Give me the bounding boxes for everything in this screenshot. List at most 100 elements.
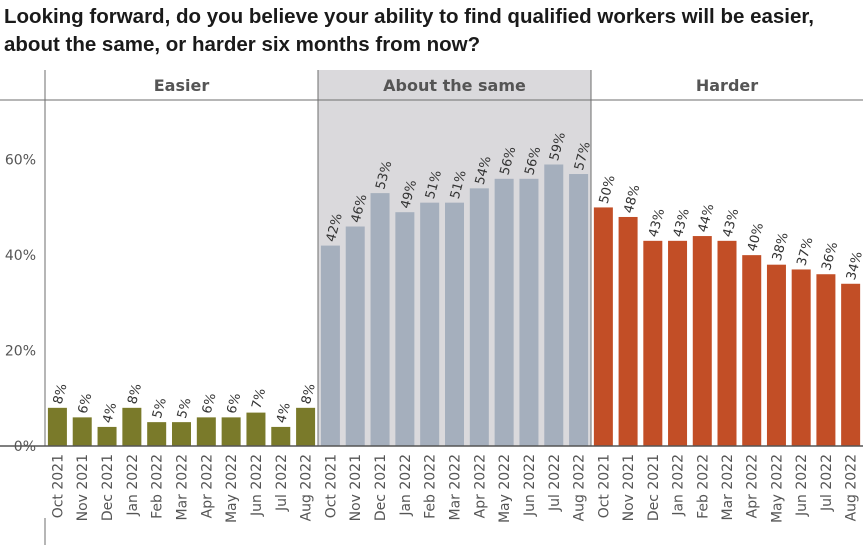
x-tick-label: Jul 2022 bbox=[547, 454, 563, 512]
data-label: 51% bbox=[423, 169, 445, 201]
bar bbox=[593, 207, 613, 446]
data-label: 42% bbox=[324, 212, 346, 244]
y-tick-label: 0% bbox=[14, 439, 36, 455]
x-tick-label: Mar 2022 bbox=[448, 454, 464, 521]
data-label: 49% bbox=[398, 178, 420, 210]
data-label: 50% bbox=[597, 174, 619, 206]
bar bbox=[296, 407, 316, 446]
bar bbox=[147, 422, 167, 446]
data-label: 53% bbox=[373, 159, 395, 191]
data-label: 37% bbox=[795, 236, 817, 268]
bar bbox=[742, 255, 762, 446]
x-tick-label: Jun 2022 bbox=[522, 454, 538, 517]
x-tick-label: Apr 2022 bbox=[199, 454, 215, 518]
data-label: 8% bbox=[51, 382, 71, 406]
bar bbox=[445, 202, 464, 446]
x-tick-label: Jan 2022 bbox=[671, 454, 687, 517]
x-tick-label: Jul 2022 bbox=[819, 454, 835, 512]
chart-title: Looking forward, do you believe your abi… bbox=[4, 5, 814, 56]
y-tick-label: 20% bbox=[5, 344, 36, 360]
x-tick-label: Dec 2021 bbox=[100, 454, 116, 521]
bar bbox=[420, 202, 440, 446]
data-label: 48% bbox=[621, 183, 643, 215]
x-tick-label: Oct 2021 bbox=[50, 454, 66, 518]
bar bbox=[544, 164, 564, 446]
x-tick-label: Jun 2022 bbox=[249, 454, 265, 517]
panel-header-label: About the same bbox=[383, 76, 526, 95]
data-label: 46% bbox=[349, 193, 371, 225]
bar bbox=[370, 193, 390, 446]
data-label: 6% bbox=[76, 392, 96, 416]
bar bbox=[122, 407, 142, 446]
bar bbox=[172, 422, 191, 446]
data-label: 38% bbox=[770, 231, 792, 263]
bar bbox=[469, 188, 489, 447]
x-tick-label: Jan 2022 bbox=[125, 454, 141, 517]
y-tick-label: 60% bbox=[5, 153, 36, 169]
data-label: 56% bbox=[522, 145, 544, 177]
bar bbox=[395, 212, 415, 446]
x-tick-label: May 2022 bbox=[497, 454, 513, 523]
data-label: 43% bbox=[720, 207, 742, 239]
bar bbox=[668, 240, 688, 446]
x-tick-label: Feb 2022 bbox=[423, 454, 439, 519]
x-tick-label: Oct 2021 bbox=[596, 454, 612, 518]
data-label: 7% bbox=[249, 387, 269, 411]
bar bbox=[569, 174, 589, 446]
bar bbox=[97, 426, 117, 446]
bar bbox=[494, 178, 514, 447]
data-label: 4% bbox=[274, 401, 294, 425]
bar bbox=[345, 226, 365, 446]
bar bbox=[47, 407, 67, 446]
bar bbox=[221, 417, 241, 446]
x-tick-label: Nov 2021 bbox=[75, 454, 91, 521]
data-label: 56% bbox=[498, 145, 520, 177]
data-label: 36% bbox=[819, 240, 841, 272]
data-label: 6% bbox=[225, 392, 245, 416]
bar bbox=[816, 274, 836, 446]
bar bbox=[717, 240, 737, 446]
bar bbox=[196, 417, 216, 446]
data-label: 54% bbox=[473, 155, 495, 187]
bar bbox=[643, 240, 663, 446]
bar bbox=[791, 269, 811, 446]
data-label: 6% bbox=[200, 392, 220, 416]
bar bbox=[519, 178, 539, 447]
x-tick-label: Nov 2021 bbox=[621, 454, 637, 521]
bar bbox=[692, 236, 712, 446]
x-tick-label: Aug 2022 bbox=[572, 454, 588, 521]
bar bbox=[72, 417, 92, 446]
x-tick-label: Mar 2022 bbox=[720, 454, 736, 521]
x-tick-label: Nov 2021 bbox=[348, 454, 364, 521]
x-tick-label: Jan 2022 bbox=[398, 454, 414, 517]
data-label: 57% bbox=[572, 140, 594, 172]
x-tick-label: May 2022 bbox=[224, 454, 240, 523]
data-label: 5% bbox=[150, 396, 170, 420]
data-label: 8% bbox=[125, 382, 145, 406]
data-label: 43% bbox=[671, 207, 693, 239]
data-label: 34% bbox=[844, 250, 863, 282]
x-tick-label: Oct 2021 bbox=[323, 454, 339, 518]
data-label: 8% bbox=[299, 382, 319, 406]
x-tick-label: Dec 2021 bbox=[646, 454, 662, 521]
bar bbox=[246, 412, 266, 446]
x-tick-label: Dec 2021 bbox=[373, 454, 389, 521]
data-label: 43% bbox=[646, 207, 668, 239]
x-tick-label: Apr 2022 bbox=[472, 454, 488, 518]
bar bbox=[841, 283, 861, 446]
panel-header-label: Harder bbox=[696, 76, 758, 95]
data-label: 44% bbox=[696, 202, 718, 234]
x-tick-label: Jun 2022 bbox=[794, 454, 810, 517]
x-tick-label: Mar 2022 bbox=[175, 454, 191, 521]
x-tick-label: May 2022 bbox=[769, 454, 785, 523]
data-label: 5% bbox=[175, 396, 195, 420]
x-tick-label: Jul 2022 bbox=[274, 454, 290, 512]
x-tick-label: Feb 2022 bbox=[150, 454, 166, 519]
x-tick-label: Aug 2022 bbox=[844, 454, 860, 521]
x-tick-label: Aug 2022 bbox=[299, 454, 315, 521]
data-label: 51% bbox=[448, 169, 470, 201]
panel-header-label: Easier bbox=[154, 76, 210, 95]
data-label: 4% bbox=[100, 401, 120, 425]
bar bbox=[320, 245, 340, 446]
